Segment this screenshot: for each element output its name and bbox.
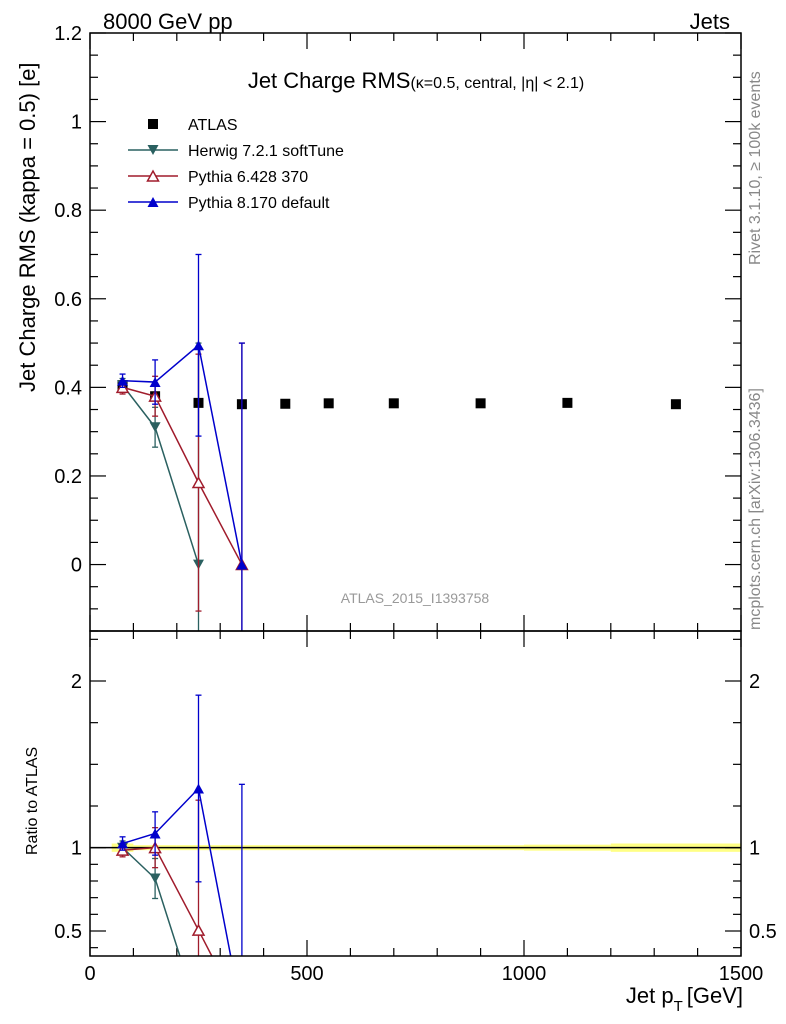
- plot-title-main: Jet Charge RMS: [248, 68, 411, 93]
- legend-label: Herwig 7.2.1 softTune: [188, 143, 344, 160]
- legend-label: ATLAS: [188, 117, 238, 134]
- legend: ATLAS Herwig 7.2.1 softTune Pythia 6.428 3…: [128, 117, 344, 212]
- ratio-plot-panel: 0 500 1000 1500 0.5 0.5 1 1 2 2 Ratio to ATLAS Je…: [24, 630, 777, 1015]
- main-plot-panel: 0 0.2 0.4 0.6 0.8 1 1.2 Jet Charge RMS(κ=0.5, …: [15, 23, 742, 632]
- series-line: [122, 343, 243, 565]
- series-pythia-6-428-370: [115, 342, 249, 631]
- legend-entry-pythia-8-170-default: Pythia 8.170 default: [128, 195, 330, 212]
- data-point: [670, 399, 681, 410]
- legend-entry-herwig-7-2-1-softtune: Herwig 7.2.1 softTune: [128, 143, 344, 160]
- ratio-data-point: [191, 923, 206, 936]
- x-tick-label: 1500: [719, 963, 764, 985]
- series-line: [121, 384, 200, 565]
- ratio-y-axis-title: Ratio to ATLAS: [24, 747, 41, 855]
- legend-marker: [146, 169, 160, 182]
- side-label-top: Rivet 3.1.10, ≥ 100k events: [747, 71, 764, 265]
- ratio-y-tick-label: 0.5: [54, 921, 82, 943]
- ratio-series-line: [122, 847, 181, 956]
- main-y-axis-title: Jet Charge RMS (kappa = 0.5) [e]: [15, 62, 40, 392]
- main-y-tick-label: 0.2: [54, 466, 82, 488]
- ratio-series-pythia-8-170-default: [117, 694, 245, 956]
- data-point: [323, 398, 334, 409]
- legend-marker: [147, 145, 159, 155]
- legend-entry-pythia-6-428-370: Pythia 6.428 370: [128, 169, 308, 186]
- data-point: [475, 398, 486, 409]
- main-y-tick-label: 1: [71, 112, 82, 134]
- legend-marker: [148, 119, 158, 129]
- data-point: [193, 340, 204, 351]
- legend-label: Pythia 8.170 default: [188, 195, 330, 212]
- series-line: [122, 386, 243, 565]
- data-point: [191, 476, 206, 489]
- header-right: Jets: [690, 9, 730, 34]
- ratio-data-point: [193, 783, 204, 794]
- ratio-y-tick-label-right: 0.5: [749, 921, 777, 943]
- legend-label: Pythia 6.428 370: [188, 169, 308, 186]
- series-pythia-8-170-default: [117, 253, 248, 631]
- main-y-tick-label: 0.8: [54, 200, 82, 222]
- data-point: [149, 422, 161, 433]
- ratio-data-point: [149, 873, 161, 884]
- ratio-y-tick-label: 1: [71, 838, 82, 860]
- plot-title: Jet Charge RMS(κ=0.5, central, |η| < 2.1…: [248, 68, 584, 93]
- x-axis-title-sub: T: [674, 998, 683, 1015]
- data-point: [149, 377, 161, 388]
- ratio-data-point: [149, 828, 161, 839]
- main-y-tick-label: 1.2: [54, 23, 82, 45]
- ratio-series-line: [122, 786, 232, 956]
- legend-entry-atlas: ATLAS: [148, 117, 238, 134]
- side-label-bottom: mcplots.cern.ch [arXiv:1306.3436]: [747, 388, 764, 630]
- x-tick-label: 500: [290, 963, 323, 985]
- x-tick-label: 1000: [502, 963, 547, 985]
- data-point: [562, 397, 573, 408]
- x-tick-label: 0: [84, 963, 95, 985]
- data-point: [236, 559, 248, 570]
- ratio-y-tick-label: 2: [71, 671, 82, 693]
- series-atlas: [117, 380, 681, 410]
- x-axis-title-unit: [GeV]: [687, 983, 743, 1008]
- main-y-tick-label: 0: [71, 555, 82, 577]
- data-point: [117, 375, 129, 386]
- ratio-y-tick-label-right: 2: [749, 671, 760, 693]
- x-axis-title-main: Jet p: [626, 983, 674, 1008]
- data-point: [280, 398, 291, 409]
- ratio-y-tick-label-right: 1: [749, 838, 760, 860]
- main-y-tick-label: 0.4: [54, 377, 82, 399]
- legend-marker: [147, 197, 159, 207]
- series-herwig-7-2-1-softtune: [117, 342, 204, 631]
- ratio-series-line: [122, 846, 213, 956]
- data-point: [388, 398, 399, 409]
- header-left: 8000 GeV pp: [103, 9, 233, 34]
- ratio-data-point: [117, 838, 129, 849]
- x-axis-title: Jet pT [GeV]: [626, 983, 743, 1015]
- plot-title-sub: (κ=0.5, central, |η| < 2.1): [410, 75, 584, 92]
- ratio-series-herwig-7-2-1-softtune: [117, 840, 181, 956]
- watermark: ATLAS_2015_I1393758: [341, 590, 490, 606]
- ratio-series-pythia-6-428-370: [115, 799, 213, 956]
- ratio-plot-frame: [89, 630, 742, 957]
- main-y-tick-label: 0.6: [54, 289, 82, 311]
